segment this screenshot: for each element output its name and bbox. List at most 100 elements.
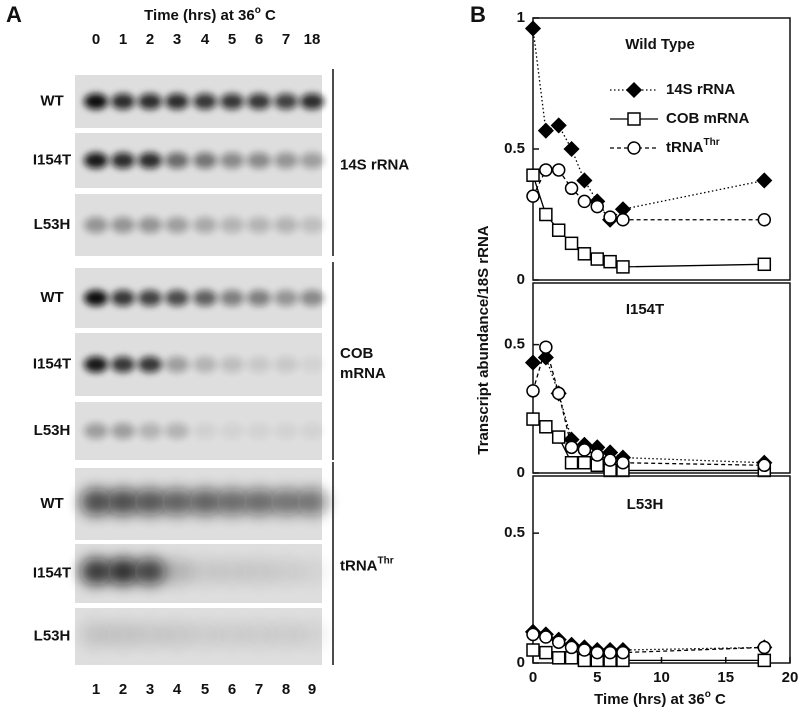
- row-label: I154T: [33, 564, 71, 581]
- row-label: L53H: [34, 216, 71, 233]
- lane-time: 7: [282, 31, 290, 48]
- band: [111, 152, 135, 169]
- marker: [550, 117, 567, 134]
- band: [84, 423, 108, 439]
- legend-label: tRNAThr: [666, 137, 720, 156]
- band: [111, 423, 135, 439]
- x-tick-label: 20: [782, 669, 799, 686]
- header-tail: C: [261, 7, 276, 24]
- marker: [757, 653, 772, 668]
- marker: [551, 163, 566, 177]
- row-label: L53H: [34, 422, 71, 439]
- marker: [577, 643, 592, 657]
- x-tick-label: 10: [653, 669, 670, 686]
- lane-number: 1: [92, 681, 100, 698]
- row-label: I154T: [33, 151, 71, 168]
- band: [270, 620, 302, 649]
- band: [84, 356, 108, 373]
- band: [300, 93, 324, 110]
- band: [165, 93, 189, 110]
- legend-name: COB mRNA: [666, 110, 750, 127]
- group-label-text: COB: [340, 345, 374, 362]
- x-label-tail: C: [711, 691, 726, 708]
- band: [138, 152, 162, 169]
- lane-time: 4: [201, 31, 210, 48]
- marker: [756, 172, 773, 189]
- band: [270, 557, 302, 586]
- panel-label: B: [470, 2, 486, 27]
- band: [300, 423, 324, 439]
- row-label: WT: [40, 289, 63, 306]
- row-label: L53H: [34, 627, 71, 644]
- band: [247, 356, 271, 373]
- lane-time: 1: [119, 31, 127, 48]
- marker: [551, 386, 566, 401]
- band: [161, 620, 193, 649]
- marker: [526, 384, 540, 398]
- marker: [563, 140, 580, 158]
- marker: [551, 651, 566, 665]
- marker: [524, 20, 542, 37]
- group-label: COB: [340, 345, 374, 362]
- marker: [757, 640, 772, 655]
- marker: [539, 163, 553, 177]
- band: [193, 152, 217, 169]
- band: [193, 217, 217, 233]
- band: [274, 152, 298, 169]
- band: [165, 152, 189, 169]
- series-line: [532, 169, 765, 221]
- band: [247, 423, 271, 439]
- marker: [603, 254, 617, 269]
- marker: [564, 236, 579, 251]
- band: [247, 93, 271, 110]
- legend-name: tRNA: [666, 139, 704, 156]
- chart-title: Wild Type: [625, 36, 695, 53]
- y-tick-label: 0.5: [504, 336, 525, 353]
- band: [247, 152, 271, 169]
- group-label-text: tRNA: [340, 557, 378, 574]
- band: [138, 217, 162, 233]
- band: [107, 557, 139, 586]
- band: [84, 217, 108, 233]
- legend-name-sup: Thr: [704, 137, 720, 148]
- marker: [551, 635, 566, 649]
- marker: [616, 455, 630, 470]
- band: [111, 356, 135, 373]
- marker: [757, 458, 772, 473]
- legend-label: 14S rRNA: [666, 81, 735, 98]
- lane-number: 5: [201, 681, 209, 698]
- band: [300, 290, 324, 306]
- marker: [551, 223, 566, 237]
- band: [193, 290, 217, 306]
- band: [165, 356, 189, 373]
- band: [134, 488, 166, 516]
- chart-title: L53H: [627, 496, 664, 513]
- band: [274, 290, 298, 306]
- y-tick-label: 0: [517, 271, 525, 288]
- legend-name: 14S rRNA: [666, 81, 735, 98]
- header-text: Time (hrs) at 36: [144, 7, 255, 24]
- band: [220, 290, 244, 306]
- band: [189, 488, 221, 516]
- marker: [537, 122, 554, 139]
- lane-header: Time (hrs) at 36o C: [144, 5, 276, 24]
- band: [270, 488, 302, 516]
- marker: [564, 640, 579, 655]
- marker: [539, 207, 553, 222]
- lane-number: 4: [173, 681, 182, 698]
- marker: [616, 260, 630, 274]
- group-label: tRNAThr: [340, 555, 394, 574]
- band: [134, 557, 166, 586]
- marker: [551, 430, 566, 444]
- band: [247, 290, 271, 306]
- band: [243, 557, 275, 586]
- marker: [603, 645, 617, 660]
- band: [220, 152, 244, 169]
- band: [111, 93, 135, 110]
- band: [300, 217, 324, 233]
- band: [300, 152, 324, 169]
- x-label-sup: o: [705, 689, 711, 700]
- row-label: I154T: [33, 355, 71, 372]
- band: [80, 620, 112, 649]
- lane-time: 0: [92, 31, 100, 48]
